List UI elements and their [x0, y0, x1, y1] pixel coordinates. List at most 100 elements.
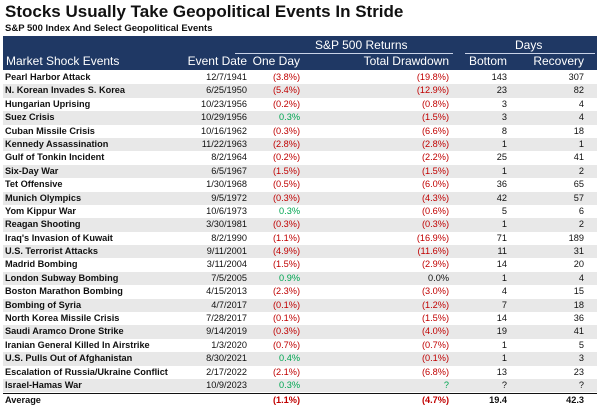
table-header: S&P 500 Returns Days Market Shock Events… — [3, 36, 597, 70]
event-date: 9/11/2001 — [206, 246, 247, 257]
total-drawdown: (2.8%) — [421, 138, 449, 149]
table-row: Hungarian Uprising 10/23/1956 (0.2%) (0.8%)… — [3, 98, 597, 111]
event-date: 4/15/2013 — [206, 286, 247, 297]
event-name: Reagan Shooting — [5, 219, 81, 230]
average-label: Average — [5, 395, 41, 405]
days-to-bottom: 1 — [501, 272, 507, 283]
total-drawdown: (12.9%) — [416, 85, 449, 96]
days-to-bottom: ? — [501, 379, 507, 390]
header-group-days: Days — [515, 38, 543, 52]
event-name: Bombing of Syria — [5, 299, 82, 310]
event-name: Escalation of Russia/Ukraine Conflict — [5, 366, 168, 377]
days-to-bottom: 23 — [496, 85, 507, 96]
average-row: Average (1.1%) (4.7%) 19.4 42.3 — [3, 393, 597, 407]
table-row: Suez Crisis 10/29/1956 0.3% (1.5%) 3 4 — [3, 111, 597, 125]
total-drawdown: 0.0% — [428, 272, 449, 283]
days-to-bottom: 19 — [496, 326, 507, 337]
table-row: Iraq's Invasion of Kuwait 8/2/1990 (1.1%) (… — [3, 232, 597, 245]
page-title: Stocks Usually Take Geopolitical Events … — [5, 2, 404, 21]
table-row: Saudi Aramco Drone Strike 9/14/2019 (0.3%)… — [3, 325, 597, 339]
table-row: Madrid Bombing 3/11/2004 (1.5%) (2.9%) 14 20 — [3, 258, 597, 271]
header-col-drawdown: Total Drawdown — [363, 54, 449, 68]
days-to-bottom: 71 — [496, 232, 507, 243]
days-to-bottom: 1 — [501, 219, 507, 230]
event-name: Yom Kippur War — [5, 205, 76, 216]
days-to-bottom: 1 — [501, 138, 507, 149]
event-date: 3/11/2004 — [206, 259, 247, 270]
days-to-bottom: 25 — [496, 152, 507, 163]
one-day-return: (2.1%) — [272, 366, 300, 377]
event-date: 11/22/1963 — [201, 138, 247, 149]
one-day-return: (2.8%) — [272, 138, 300, 149]
one-day-return: (0.2%) — [272, 152, 300, 163]
total-drawdown: (0.6%) — [421, 205, 449, 216]
total-drawdown: (6.8%) — [421, 366, 449, 377]
one-day-return: (5.4%) — [272, 85, 300, 96]
event-name: Pearl Harbor Attack — [5, 72, 91, 82]
event-name: N. Korean Invades S. Korea — [5, 85, 125, 96]
total-drawdown: (19.8%) — [416, 72, 449, 82]
table-row: Six-Day War 6/5/1967 (1.5%) (1.5%) 1 2 — [3, 164, 597, 179]
one-day-return: (4.9%) — [272, 246, 300, 257]
one-day-return: (1.5%) — [272, 165, 300, 176]
event-date: 10/16/1962 — [201, 125, 247, 136]
event-name: Iraq's Invasion of Kuwait — [5, 232, 113, 243]
days-to-recovery: 36 — [573, 313, 584, 324]
total-drawdown: (11.6%) — [417, 246, 450, 257]
days-to-recovery: 6 — [578, 205, 584, 216]
days-to-bottom: 14 — [496, 313, 507, 324]
total-drawdown: ? — [443, 379, 449, 390]
days-to-bottom: 14 — [496, 259, 507, 270]
average-bottom: 19.4 — [489, 395, 507, 405]
one-day-return: (0.3%) — [272, 219, 300, 230]
total-drawdown: (1.2%) — [421, 299, 449, 310]
event-date: 1/3/2020 — [211, 339, 247, 350]
event-name: Six-Day War — [5, 165, 59, 176]
days-to-recovery: 4 — [578, 272, 584, 283]
table-row: Yom Kippur War 10/6/1973 0.3% (0.6%) 5 6 — [3, 205, 597, 218]
event-date: 12/7/1941 — [206, 72, 247, 82]
days-to-bottom: 11 — [497, 246, 507, 257]
event-date: 10/29/1956 — [201, 112, 247, 123]
total-drawdown: (0.1%) — [421, 353, 449, 364]
event-name: North Korea Missile Crisis — [5, 313, 120, 324]
one-day-return: 0.4% — [279, 353, 300, 364]
average-drawdown: (4.7%) — [421, 395, 449, 405]
event-date: 4/7/2017 — [211, 299, 247, 310]
event-date: 9/5/1972 — [211, 192, 247, 203]
table-body: Pearl Harbor Attack 12/7/1941 (3.8%) (19.8%… — [3, 71, 597, 393]
total-drawdown: (2.9%) — [421, 259, 449, 270]
days-to-bottom: 1 — [501, 165, 507, 176]
event-date: 10/23/1956 — [201, 98, 247, 109]
days-to-recovery: 5 — [578, 339, 584, 350]
one-day-return: (0.3%) — [272, 192, 300, 203]
table-row: Bombing of Syria 4/7/2017 (0.1%) (1.2%) 7 18 — [3, 298, 597, 313]
days-to-bottom: 7 — [501, 299, 507, 310]
days-to-recovery: 2 — [578, 219, 584, 230]
days-to-recovery: ? — [578, 379, 584, 390]
event-name: Suez Crisis — [5, 112, 55, 123]
table-row: U.S. Terrorist Attacks 9/11/2001 (4.9%) (11… — [3, 245, 597, 259]
days-to-bottom: 42 — [496, 192, 507, 203]
one-day-return: (1.1%) — [272, 232, 300, 243]
total-drawdown: (0.3%) — [421, 219, 449, 230]
event-date: 2/17/2022 — [206, 366, 247, 377]
days-to-bottom: 3 — [501, 98, 507, 109]
one-day-return: 0.3% — [279, 112, 300, 123]
days-to-recovery: 20 — [573, 259, 584, 270]
header-group-returns: S&P 500 Returns — [315, 38, 408, 52]
days-to-recovery: 3 — [578, 353, 584, 364]
total-drawdown: (0.7%) — [421, 339, 449, 350]
table-row: Munich Olympics 9/5/1972 (0.3%) (4.3%) 42 57 — [3, 191, 597, 205]
one-day-return: (3.8%) — [272, 72, 300, 82]
header-group-days-rule — [465, 53, 595, 54]
one-day-return: (1.5%) — [272, 259, 300, 270]
event-date: 8/2/1990 — [211, 232, 247, 243]
header-col-recovery: Recovery — [533, 54, 584, 68]
days-to-bottom: 36 — [496, 179, 507, 190]
header-col-event: Market Shock Events — [6, 54, 120, 68]
table-row: Pearl Harbor Attack 12/7/1941 (3.8%) (19.8%… — [3, 71, 597, 84]
days-to-recovery: 2 — [578, 165, 584, 176]
total-drawdown: (0.8%) — [421, 98, 449, 109]
days-to-recovery: 4 — [578, 98, 584, 109]
